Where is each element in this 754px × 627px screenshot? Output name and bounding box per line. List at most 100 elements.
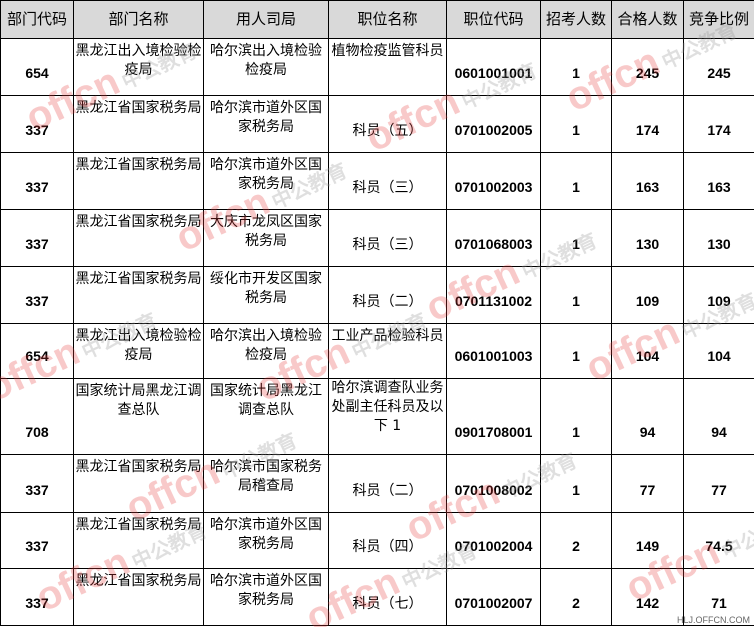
- cell-dept-code: 337: [0, 209, 74, 267]
- cell-bureau: 哈尔滨市道外区国家税务局: [203, 568, 329, 626]
- cell-position-name: 科员（四）: [328, 512, 447, 569]
- header-quota: 招考人数: [540, 0, 612, 39]
- cell-position-code: 0701002007: [446, 568, 541, 626]
- cell-qualified: 130: [611, 209, 684, 267]
- cell-qualified: 104: [611, 323, 684, 379]
- header-position-code: 职位代码: [446, 0, 541, 39]
- table-row: 337 黑龙江省国家税务局 哈尔滨市国家税务局稽查局 科员（二） 0701008002 1…: [0, 454, 754, 513]
- cell-quota: 1: [540, 152, 612, 210]
- cell-dept-code: 654: [0, 323, 74, 379]
- cell-ratio: 109: [683, 266, 754, 324]
- cell-position-code: 0701002004: [446, 512, 541, 569]
- table-row: 337 黑龙江省国家税务局 哈尔滨市道外区国家税务局 科员（四） 0701002004 2…: [0, 512, 754, 569]
- cell-quota: 1: [540, 38, 612, 96]
- cell-position-code: 0901708001: [446, 378, 541, 455]
- cell-ratio: 77: [683, 454, 754, 513]
- table-row: 337 黑龙江省国家税务局 哈尔滨市道外区国家税务局 科员（七） 0701002007 2…: [0, 568, 754, 626]
- cell-bureau: 哈尔滨市国家税务局稽查局: [203, 454, 329, 513]
- cell-qualified: 94: [611, 378, 684, 455]
- cell-quota: 2: [540, 568, 612, 626]
- cell-position-code: 0701002003: [446, 152, 541, 210]
- cell-bureau: 哈尔滨市道外区国家税务局: [203, 152, 329, 210]
- header-ratio: 竞争比例: [683, 0, 754, 39]
- cell-quota: 1: [540, 454, 612, 513]
- cell-qualified: 109: [611, 266, 684, 324]
- cell-ratio: 130: [683, 209, 754, 267]
- cell-bureau: 大庆市龙凤区国家税务局: [203, 209, 329, 267]
- cell-dept-name: 黑龙江出入境检验检疫局: [73, 38, 204, 96]
- cell-dept-code: 337: [0, 152, 74, 210]
- footer-url: HLJ.OFFCN.COM: [677, 615, 750, 625]
- cell-bureau: 绥化市开发区国家税务局: [203, 266, 329, 324]
- cell-dept-name: 黑龙江省国家税务局: [73, 512, 204, 569]
- cell-quota: 1: [540, 266, 612, 324]
- cell-position-name: 科员（三）: [328, 152, 447, 210]
- cell-dept-code: 337: [0, 95, 74, 153]
- cell-position-name: 工业产品检验科员: [328, 323, 447, 379]
- table-header-row: 部门代码 部门名称 用人司局 职位名称 职位代码 招考人数 合格人数 竞争比例: [0, 0, 754, 39]
- cell-position-code: 0601001001: [446, 38, 541, 96]
- cell-dept-name: 黑龙江省国家税务局: [73, 209, 204, 267]
- cell-ratio: 94: [683, 378, 754, 455]
- cell-ratio: 245: [683, 38, 754, 96]
- table-row: 337 黑龙江省国家税务局 绥化市开发区国家税务局 科员（二） 0701131002 1 1…: [0, 266, 754, 324]
- cell-dept-name: 国家统计局黑龙江调查总队: [73, 378, 204, 455]
- cell-quota: 1: [540, 209, 612, 267]
- cell-dept-name: 黑龙江省国家税务局: [73, 266, 204, 324]
- table-row: 337 黑龙江省国家税务局 大庆市龙凤区国家税务局 科员（三） 0701068003 1 1…: [0, 209, 754, 267]
- cell-bureau: 哈尔滨出入境检验检疫局: [203, 323, 329, 379]
- cell-dept-code: 654: [0, 38, 74, 96]
- cell-position-name: 科员（二）: [328, 454, 447, 513]
- cell-position-name: 哈尔滨调查队业务处副主任科员及以下 1: [328, 378, 447, 455]
- cell-ratio: 71: [683, 568, 754, 626]
- cell-position-code: 0701068003: [446, 209, 541, 267]
- cell-qualified: 245: [611, 38, 684, 96]
- cell-bureau: 哈尔滨市道外区国家税务局: [203, 512, 329, 569]
- cell-position-name: 科员（七）: [328, 568, 447, 626]
- cell-qualified: 174: [611, 95, 684, 153]
- cell-dept-name: 黑龙江出入境检验检疫局: [73, 323, 204, 379]
- cell-quota: 1: [540, 378, 612, 455]
- header-qualified: 合格人数: [611, 0, 684, 39]
- cell-position-code: 0601001003: [446, 323, 541, 379]
- cell-qualified: 163: [611, 152, 684, 210]
- header-bureau: 用人司局: [203, 0, 329, 39]
- table-row: 708 国家统计局黑龙江调查总队 国家统计局黑龙江调查总队 哈尔滨调查队业务处副主任科…: [0, 378, 754, 455]
- cell-dept-code: 708: [0, 378, 74, 455]
- cell-ratio: 163: [683, 152, 754, 210]
- cell-bureau: 国家统计局黑龙江调查总队: [203, 378, 329, 455]
- cell-position-code: 0701131002: [446, 266, 541, 324]
- header-dept-name: 部门名称: [73, 0, 204, 39]
- header-dept-code: 部门代码: [0, 0, 74, 39]
- cell-quota: 1: [540, 323, 612, 379]
- cell-ratio: 74.5: [683, 512, 754, 569]
- cell-qualified: 77: [611, 454, 684, 513]
- cell-dept-code: 337: [0, 512, 74, 569]
- cell-dept-name: 黑龙江省国家税务局: [73, 152, 204, 210]
- cell-position-name: 科员（五）: [328, 95, 447, 153]
- cell-dept-name: 黑龙江省国家税务局: [73, 568, 204, 626]
- table-row: 654 黑龙江出入境检验检疫局 哈尔滨出入境检验检疫局 工业产品检验科员 0601001…: [0, 323, 754, 379]
- cell-bureau: 哈尔滨市道外区国家税务局: [203, 95, 329, 153]
- cell-ratio: 104: [683, 323, 754, 379]
- cell-dept-code: 337: [0, 266, 74, 324]
- cell-ratio: 174: [683, 95, 754, 153]
- cell-bureau: 哈尔滨出入境检验检疫局: [203, 38, 329, 96]
- table-row: 654 黑龙江出入境检验检疫局 哈尔滨出入境检验检疫局 植物检疫监管科员 0601001…: [0, 38, 754, 96]
- cell-position-code: 0701002005: [446, 95, 541, 153]
- cell-quota: 2: [540, 512, 612, 569]
- cell-dept-code: 337: [0, 568, 74, 626]
- cell-position-name: 植物检疫监管科员: [328, 38, 447, 96]
- header-position-name: 职位名称: [328, 0, 447, 39]
- cell-dept-code: 337: [0, 454, 74, 513]
- cell-dept-name: 黑龙江省国家税务局: [73, 95, 204, 153]
- cell-qualified: 149: [611, 512, 684, 569]
- cell-position-name: 科员（三）: [328, 209, 447, 267]
- table-row: 337 黑龙江省国家税务局 哈尔滨市道外区国家税务局 科员（三） 0701002003 1…: [0, 152, 754, 210]
- table-row: 337 黑龙江省国家税务局 哈尔滨市道外区国家税务局 科员（五） 0701002005 1…: [0, 95, 754, 153]
- cell-quota: 1: [540, 95, 612, 153]
- cell-position-code: 0701008002: [446, 454, 541, 513]
- cell-dept-name: 黑龙江省国家税务局: [73, 454, 204, 513]
